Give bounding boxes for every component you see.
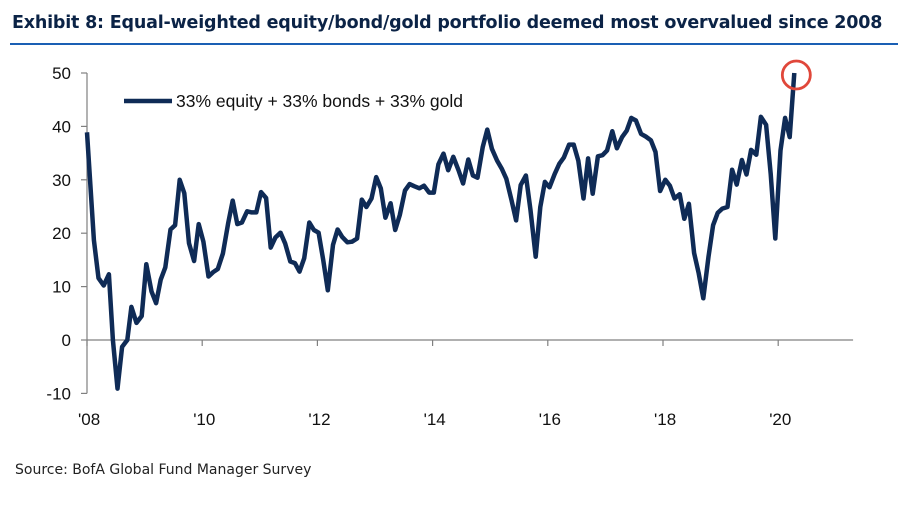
y-tick-label: 10 <box>52 278 71 297</box>
series-line <box>84 72 797 391</box>
source-note: Source: BofA Global Fund Manager Survey <box>15 462 312 478</box>
y-tick-label: -10 <box>46 384 71 403</box>
x-tick-label: '08 <box>78 410 100 429</box>
y-tick-label: 40 <box>52 117 71 136</box>
x-tick-label: '20 <box>769 410 791 429</box>
chart-title: Exhibit 8: Equal-weighted equity/bond/go… <box>12 13 883 33</box>
y-tick-label: 30 <box>52 171 71 190</box>
x-tick-label: '14 <box>424 410 446 429</box>
y-tick-label: 0 <box>62 331 71 350</box>
x-tick-label: '12 <box>308 410 330 429</box>
highlight-circle <box>780 59 812 91</box>
x-tick-label: '16 <box>539 410 561 429</box>
y-tick-label: 50 <box>52 64 71 83</box>
title-underline <box>10 43 898 45</box>
x-tick-label: '10 <box>193 410 215 429</box>
y-tick-label: 20 <box>52 224 71 243</box>
x-tick-label: '18 <box>654 410 676 429</box>
legend-label: 33% equity + 33% bonds + 33% gold <box>176 91 463 111</box>
